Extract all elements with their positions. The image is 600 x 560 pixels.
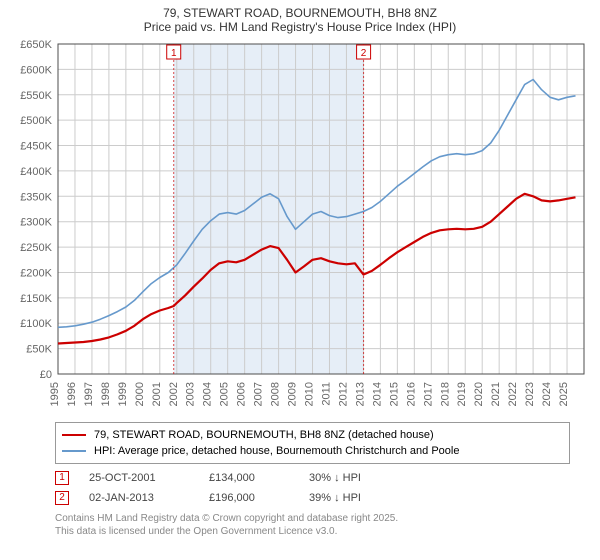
sale-note: 30% ↓ HPI	[309, 468, 361, 488]
svg-text:2015: 2015	[388, 382, 400, 406]
chart-area: £0 £50K £100K £150K £200K £250K £300K £350K £400…	[10, 38, 590, 418]
legend: 79, STEWART ROAD, BOURNEMOUTH, BH8 8NZ (…	[55, 422, 570, 464]
svg-text:2004: 2004	[202, 382, 214, 406]
sale-date: 02-JAN-2013	[89, 488, 189, 508]
svg-text:1: 1	[171, 48, 177, 59]
svg-text:£400K: £400K	[20, 166, 52, 178]
svg-text:2007: 2007	[253, 382, 265, 406]
svg-text:2025: 2025	[558, 382, 570, 406]
chart-header: 79, STEWART ROAD, BOURNEMOUTH, BH8 8NZ P…	[0, 0, 600, 38]
sale-note: 39% ↓ HPI	[309, 488, 361, 508]
svg-text:2008: 2008	[270, 382, 282, 406]
legend-item: HPI: Average price, detached house, Bour…	[62, 443, 563, 459]
svg-text:1999: 1999	[117, 382, 129, 406]
svg-text:£500K: £500K	[20, 115, 52, 127]
svg-text:2021: 2021	[490, 382, 502, 406]
sale-row: 2 02-JAN-2013 £196,000 39% ↓ HPI	[55, 488, 570, 508]
title-line-2: Price paid vs. HM Land Registry's House …	[0, 20, 600, 34]
svg-text:2014: 2014	[371, 382, 383, 406]
svg-text:£300K: £300K	[20, 217, 52, 229]
legend-swatch	[62, 434, 86, 436]
svg-text:£0: £0	[40, 369, 52, 381]
svg-text:£550K: £550K	[20, 90, 52, 102]
sale-marker-icon: 1	[55, 471, 69, 485]
svg-text:2011: 2011	[320, 382, 332, 406]
svg-text:2002: 2002	[168, 382, 180, 406]
svg-text:2016: 2016	[405, 382, 417, 406]
svg-text:2020: 2020	[473, 382, 485, 406]
svg-text:2009: 2009	[287, 382, 299, 406]
sale-marker-icon: 2	[55, 491, 69, 505]
footer-line: This data is licensed under the Open Gov…	[55, 525, 570, 538]
sales-list: 1 25-OCT-2001 £134,000 30% ↓ HPI 2 02-JA…	[55, 468, 570, 508]
svg-text:2003: 2003	[185, 382, 197, 406]
sale-date: 25-OCT-2001	[89, 468, 189, 488]
svg-text:2010: 2010	[304, 382, 316, 406]
svg-text:2006: 2006	[236, 382, 248, 406]
svg-text:£250K: £250K	[20, 242, 52, 254]
title-line-1: 79, STEWART ROAD, BOURNEMOUTH, BH8 8NZ	[0, 6, 600, 20]
sale-row: 1 25-OCT-2001 £134,000 30% ↓ HPI	[55, 468, 570, 488]
svg-text:2001: 2001	[151, 382, 163, 406]
svg-text:2017: 2017	[422, 382, 434, 406]
footer-line: Contains HM Land Registry data © Crown c…	[55, 512, 570, 525]
svg-text:1997: 1997	[83, 382, 95, 406]
svg-text:£650K: £650K	[20, 39, 52, 51]
svg-text:2024: 2024	[541, 382, 553, 406]
legend-item: 79, STEWART ROAD, BOURNEMOUTH, BH8 8NZ (…	[62, 427, 563, 443]
legend-swatch	[62, 450, 86, 452]
svg-text:2013: 2013	[354, 382, 366, 406]
svg-text:2000: 2000	[134, 382, 146, 406]
svg-text:£350K: £350K	[20, 191, 52, 203]
svg-text:£200K: £200K	[20, 267, 52, 279]
svg-text:2023: 2023	[524, 382, 536, 406]
svg-text:£100K: £100K	[20, 318, 52, 330]
svg-text:£600K: £600K	[20, 64, 52, 76]
svg-text:2018: 2018	[439, 382, 451, 406]
svg-text:2012: 2012	[337, 382, 349, 406]
svg-text:1996: 1996	[66, 382, 78, 406]
sale-price: £196,000	[209, 488, 289, 508]
svg-text:2019: 2019	[456, 382, 468, 406]
legend-label: 79, STEWART ROAD, BOURNEMOUTH, BH8 8NZ (…	[94, 427, 434, 443]
svg-text:2: 2	[361, 48, 367, 59]
sale-price: £134,000	[209, 468, 289, 488]
legend-label: HPI: Average price, detached house, Bour…	[94, 443, 459, 459]
svg-text:£150K: £150K	[20, 293, 52, 305]
svg-text:2005: 2005	[219, 382, 231, 406]
svg-text:£50K: £50K	[26, 344, 52, 356]
line-chart: £0 £50K £100K £150K £200K £250K £300K £350K £400…	[10, 38, 590, 418]
svg-text:1995: 1995	[49, 382, 61, 406]
svg-text:£450K: £450K	[20, 141, 52, 153]
svg-text:1998: 1998	[100, 382, 112, 406]
footer: Contains HM Land Registry data © Crown c…	[55, 512, 570, 538]
svg-text:2022: 2022	[507, 382, 519, 406]
